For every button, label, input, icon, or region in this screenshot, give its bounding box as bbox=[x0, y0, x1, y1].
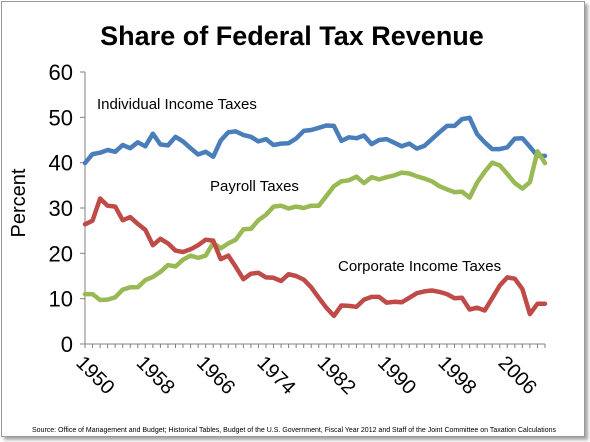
series-line-payroll-taxes bbox=[82, 149, 548, 303]
annotation-payroll-taxes: Payroll Taxes bbox=[210, 178, 299, 195]
y-tick-label: 40 bbox=[49, 151, 73, 176]
source-note: Source: Office of Management and Budget;… bbox=[32, 427, 557, 434]
series-lines bbox=[82, 115, 548, 319]
x-tick-label: 1974 bbox=[252, 352, 299, 399]
y-axis-label: Percent bbox=[8, 168, 30, 237]
annotation-corporate-income-taxes: Corporate Income Taxes bbox=[338, 258, 501, 275]
y-tick-label: 50 bbox=[49, 105, 73, 130]
chart-frame bbox=[1, 1, 585, 437]
chart-title: Share of Federal Tax Revenue bbox=[100, 21, 484, 51]
x-tick-label: 1982 bbox=[313, 352, 360, 399]
annotation-individual-income-taxes: Individual Income Taxes bbox=[97, 96, 257, 113]
y-tick-label: 20 bbox=[49, 241, 73, 266]
x-tick-label: 1990 bbox=[373, 352, 420, 399]
y-tick-label: 60 bbox=[49, 60, 73, 85]
y-tick-label: 30 bbox=[49, 196, 73, 221]
series-line-corporate-income-taxes bbox=[82, 196, 548, 319]
x-tick-label: 1950 bbox=[71, 352, 118, 399]
x-tick-label: 1958 bbox=[132, 352, 179, 399]
x-tick-label: 1998 bbox=[433, 352, 480, 399]
y-tick-label: 10 bbox=[49, 287, 73, 312]
y-tick-label: 0 bbox=[61, 332, 73, 357]
x-tick-label: 2006 bbox=[494, 352, 541, 399]
series-annotations: Individual Income Taxes Payroll Taxes Co… bbox=[97, 96, 501, 275]
series-line-individual-income-taxes bbox=[82, 115, 548, 166]
x-tick-label: 1966 bbox=[192, 352, 239, 399]
